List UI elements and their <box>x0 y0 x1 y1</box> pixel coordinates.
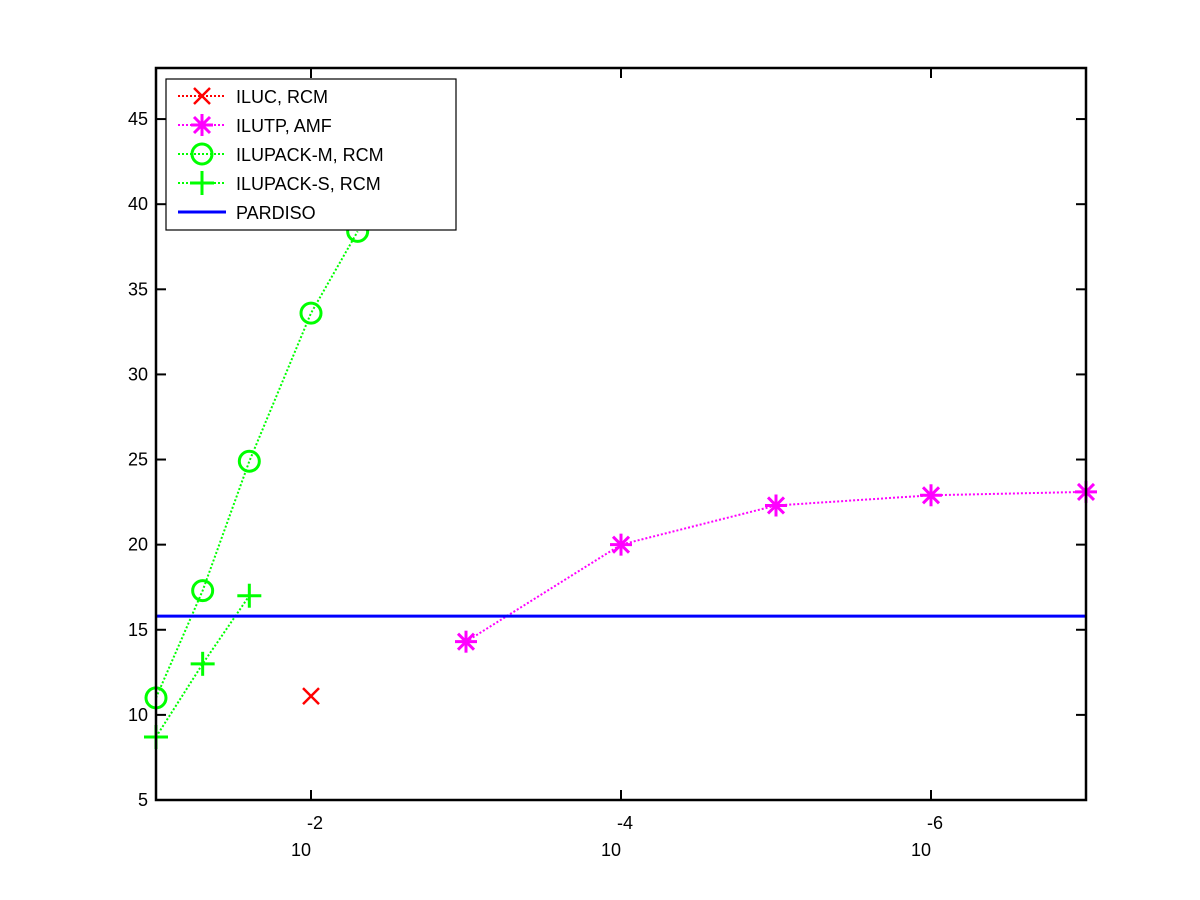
series-line <box>465 490 1087 643</box>
legend-label: ILUPACK-M, RCM <box>236 145 384 165</box>
x-tick-base: 10 <box>601 840 621 860</box>
data-point <box>920 484 942 507</box>
series-line <box>155 595 251 738</box>
legend-item: ILUPACK-S, RCM <box>178 171 381 195</box>
x-tick-base: 10 <box>911 840 931 860</box>
legend-label: ILUPACK-S, RCM <box>236 174 381 194</box>
y-tick-label: 5 <box>138 790 148 810</box>
y-tick-label: 25 <box>128 450 148 470</box>
y-tick-label: 30 <box>128 364 148 384</box>
data-point <box>237 449 261 473</box>
series-ilupack-m-rcm <box>144 219 370 710</box>
y-tick-label: 20 <box>128 535 148 555</box>
legend: ILUC, RCM ILUTP, AMF ILUPACK-M, RCM ILUPACK… <box>165 78 457 231</box>
data-point <box>610 533 632 556</box>
data-point <box>455 630 477 653</box>
legend-item: ILUC, RCM <box>178 87 328 107</box>
legend-label: ILUTP, AMF <box>236 116 332 136</box>
series-ilutp-amf <box>455 480 1097 653</box>
legend-item: ILUPACK-M, RCM <box>178 142 384 166</box>
legend-item: ILUTP, AMF <box>178 114 332 136</box>
series-line <box>155 230 359 699</box>
series-ilupack-s-rcm <box>144 583 262 750</box>
data-point <box>237 583 262 608</box>
legend-marker <box>191 114 213 136</box>
axes: 5 10 15 20 25 30 35 40 45 -2 10 -4 10 -6 10 <box>128 66 1088 860</box>
y-tick-label: 15 <box>128 620 148 640</box>
x-tick-exponent: -4 <box>617 813 633 833</box>
plot-area <box>144 219 1097 750</box>
legend-marker <box>190 142 214 166</box>
legend-item: PARDISO <box>178 203 316 223</box>
legend-marker <box>193 87 211 105</box>
x-tick-exponent: -2 <box>307 813 323 833</box>
y-tick-label: 40 <box>128 194 148 214</box>
y-tick-label: 45 <box>128 109 148 129</box>
legend-marker <box>190 171 214 195</box>
y-tick-label: 10 <box>128 705 148 725</box>
data-point <box>190 651 215 676</box>
legend-label: PARDISO <box>236 203 316 223</box>
data-point <box>299 301 323 325</box>
x-tick-exponent: -6 <box>927 813 943 833</box>
legend-label: ILUC, RCM <box>236 87 328 107</box>
data-point <box>765 494 787 517</box>
data-point <box>191 579 215 603</box>
x-tick-base: 10 <box>291 840 311 860</box>
series-iluc-rcm <box>302 687 320 706</box>
y-tick-label: 35 <box>128 279 148 299</box>
data-point <box>302 687 320 706</box>
